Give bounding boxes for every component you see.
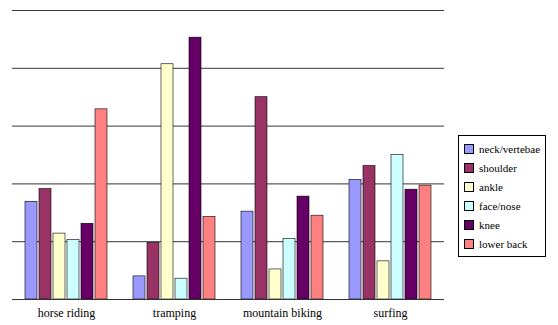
html-text:knee: knee bbox=[479, 218, 500, 231]
html-text:lower back: lower back bbox=[479, 237, 528, 250]
html-text:face/nose: face/nose bbox=[479, 199, 521, 212]
html-text:ankle: ankle bbox=[479, 180, 503, 193]
html-text:neck/vertebae: neck/vertebae bbox=[479, 142, 541, 155]
svg-text:tramping: tramping bbox=[153, 306, 196, 320]
html-text:shoulder: shoulder bbox=[479, 161, 517, 174]
svg-text:surfing: surfing bbox=[374, 306, 408, 320]
svg-text:horse riding: horse riding bbox=[38, 306, 96, 320]
svg-text:mountain biking: mountain biking bbox=[243, 306, 322, 320]
